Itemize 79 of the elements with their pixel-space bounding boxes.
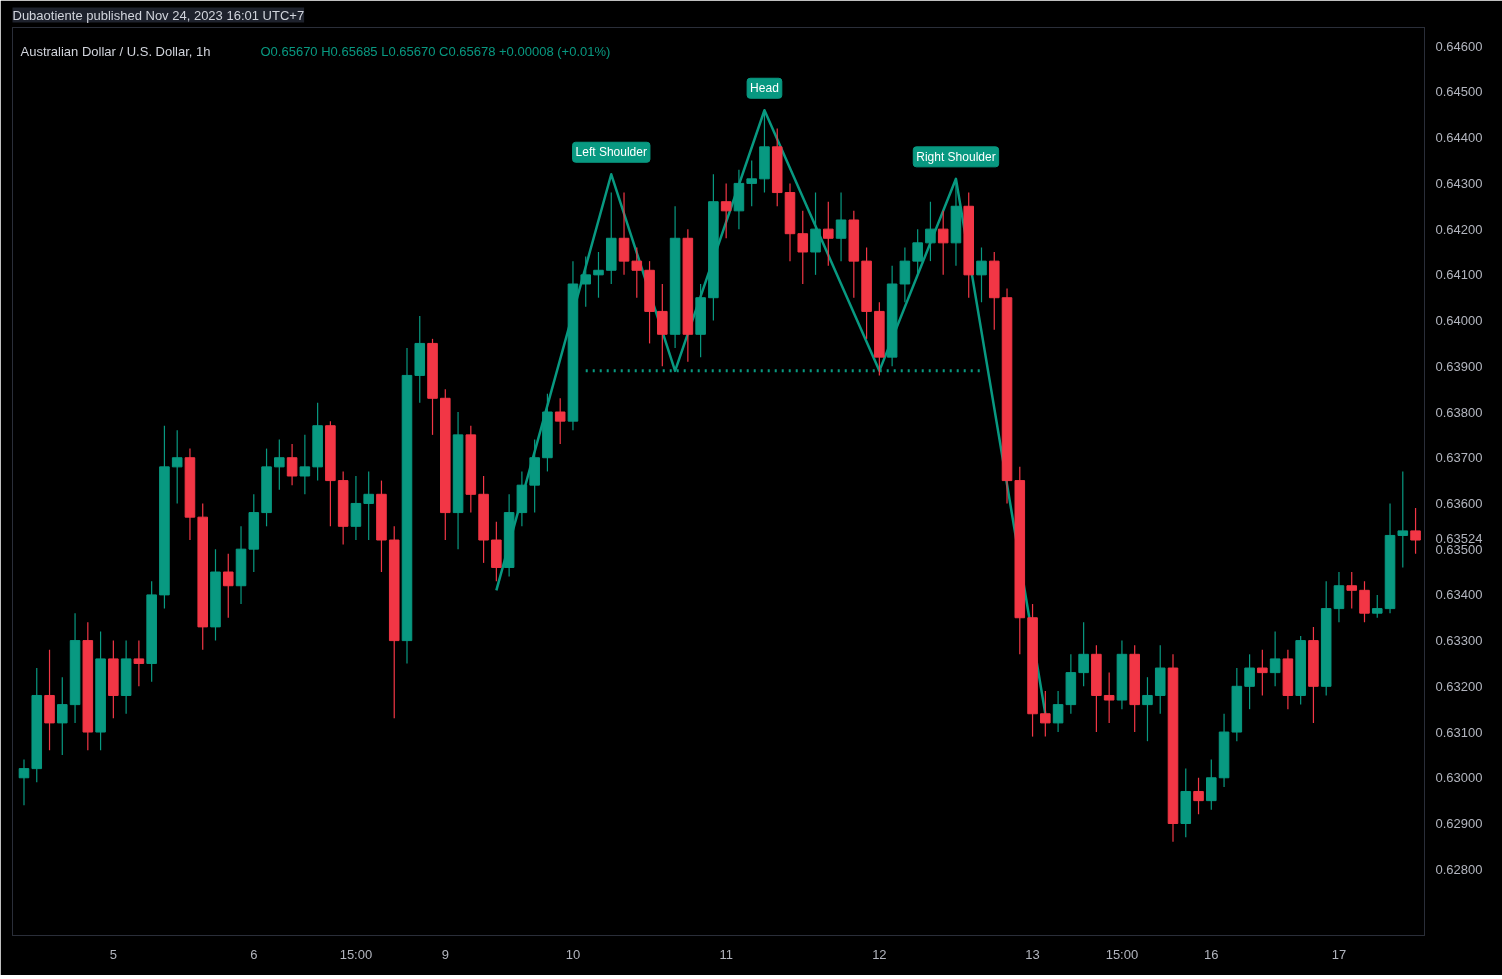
candlestick — [171, 429, 183, 505]
candlestick — [580, 255, 592, 308]
candlestick — [1410, 507, 1421, 555]
candlestick — [823, 201, 834, 267]
candlestick — [720, 182, 732, 239]
candlestick — [1142, 676, 1153, 742]
candlestick — [222, 553, 234, 619]
y-tick-label: 0.64000 — [1435, 313, 1483, 329]
candlestick — [350, 475, 362, 541]
candlestick — [835, 191, 847, 262]
y-tick-label: 0.64200 — [1435, 221, 1483, 237]
candlestick — [593, 251, 604, 299]
x-tick-label: 15:00 — [339, 946, 373, 962]
y-tick-label: 0.63200 — [1435, 678, 1483, 694]
candlestick — [1244, 653, 1255, 710]
candlestick — [554, 397, 566, 445]
y-tick-label: 0.63700 — [1435, 450, 1483, 466]
x-tick-label: 17 — [1331, 946, 1347, 962]
candlestick — [1397, 470, 1409, 569]
y-tick-label: 0.64400 — [1435, 130, 1483, 146]
candlestick — [57, 676, 68, 756]
y-tick-label: 0.63800 — [1435, 404, 1483, 420]
candlestick — [899, 246, 911, 303]
y-tick-label: 0.64300 — [1435, 175, 1483, 191]
candlestick — [1078, 621, 1089, 687]
y-tick-label: 0.63600 — [1435, 495, 1483, 511]
candlestick — [18, 758, 30, 806]
candlestick — [363, 470, 374, 541]
candlestick — [976, 246, 987, 303]
candlestick — [810, 191, 821, 276]
candlestick — [618, 191, 630, 276]
candlestick — [925, 201, 936, 262]
y-tick-label: 0.64600 — [1435, 38, 1483, 54]
text: Dubaotiente published Nov 24, 2023 16:01 UTC+7 — [12, 7, 305, 23]
x-tick-label: 6 — [250, 946, 258, 962]
text: O0.65670 H0.65685 L0.65670 C0.65678 +0.00008 (+0.01%) — [260, 43, 611, 59]
candlestick — [286, 443, 298, 486]
candlestick — [937, 210, 949, 276]
text: Australian Dollar / U.S. Dollar, 1h — [20, 43, 211, 59]
candlestick — [1371, 594, 1383, 619]
candlestick — [1359, 580, 1370, 623]
candlestick — [657, 283, 668, 367]
annotation: Right Shoulder — [916, 149, 996, 164]
y-tick-label: 0.63524 — [1435, 530, 1483, 546]
y-tick-label: 0.63300 — [1435, 633, 1483, 649]
y-tick-label: 0.63100 — [1435, 724, 1483, 740]
y-tick-label: 0.63000 — [1435, 770, 1483, 786]
candlestick — [1346, 571, 1358, 610]
x-tick-label: 5 — [109, 946, 117, 962]
candlestick — [746, 159, 757, 207]
candlestick — [1052, 690, 1064, 733]
candlestick — [912, 228, 923, 276]
annotation: Head — [750, 81, 779, 96]
candlestick — [1193, 777, 1204, 815]
x-tick-label: 13 — [1025, 946, 1040, 962]
candlestick — [1103, 672, 1115, 724]
candlestick — [274, 438, 285, 491]
x-tick-label: 9 — [441, 946, 449, 962]
candlestick — [1257, 649, 1268, 697]
x-tick-label: 16 — [1204, 946, 1219, 962]
y-tick-label: 0.62800 — [1435, 861, 1483, 877]
candlestick — [1040, 690, 1051, 738]
y-tick-label: 0.64500 — [1435, 84, 1483, 100]
y-tick-label: 0.64100 — [1435, 267, 1483, 283]
y-tick-label: 0.63900 — [1435, 358, 1483, 374]
candlestick — [1269, 630, 1281, 687]
y-tick-label: 0.63400 — [1435, 587, 1483, 603]
candlestick — [631, 246, 643, 299]
candlestick — [797, 210, 809, 285]
x-tick-label: 15:00 — [1105, 946, 1139, 962]
candlestick — [299, 434, 311, 495]
x-tick-label: 12 — [872, 946, 887, 962]
candlestick — [133, 640, 145, 687]
candlestick — [1206, 758, 1217, 811]
candlestick — [1333, 571, 1345, 623]
x-tick-label: 11 — [719, 946, 733, 962]
annotation: Left Shoulder — [575, 145, 647, 160]
x-tick-label: 10 — [565, 946, 581, 962]
y-tick-label: 0.62900 — [1435, 815, 1483, 831]
